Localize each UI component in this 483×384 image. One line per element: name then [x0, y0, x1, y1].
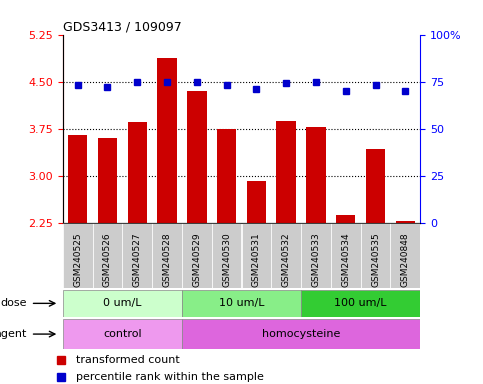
Bar	[366, 149, 385, 223]
Bar	[217, 129, 236, 223]
Bar	[396, 222, 415, 223]
Bar	[63, 290, 182, 317]
Bar	[182, 290, 301, 317]
Bar	[182, 223, 212, 288]
Bar	[336, 215, 355, 223]
Bar	[271, 223, 301, 288]
Text: GSM240532: GSM240532	[282, 233, 291, 287]
Bar	[182, 319, 420, 349]
Bar	[63, 319, 182, 349]
Text: homocysteine: homocysteine	[262, 329, 340, 339]
Text: 100 um/L: 100 um/L	[334, 298, 387, 308]
Bar	[68, 135, 87, 223]
Bar	[301, 223, 331, 288]
Bar	[331, 223, 361, 288]
Bar	[361, 223, 390, 288]
Bar	[128, 122, 147, 223]
Bar	[301, 290, 420, 317]
Text: GSM240531: GSM240531	[252, 233, 261, 287]
Text: GSM240527: GSM240527	[133, 233, 142, 287]
Bar	[122, 223, 152, 288]
Text: GSM240526: GSM240526	[103, 233, 112, 287]
Text: agent: agent	[0, 329, 27, 339]
Text: GSM240848: GSM240848	[401, 233, 410, 287]
Text: GSM240534: GSM240534	[341, 233, 350, 287]
Bar	[98, 138, 117, 223]
Bar	[63, 223, 93, 288]
Text: GSM240533: GSM240533	[312, 233, 320, 287]
Bar	[93, 223, 122, 288]
Bar	[242, 223, 271, 288]
Text: GDS3413 / 109097: GDS3413 / 109097	[63, 20, 182, 33]
Bar	[187, 91, 207, 223]
Text: GSM240529: GSM240529	[192, 233, 201, 287]
Text: GSM240528: GSM240528	[163, 233, 171, 287]
Text: GSM240525: GSM240525	[73, 233, 82, 287]
Text: GSM240530: GSM240530	[222, 233, 231, 287]
Text: control: control	[103, 329, 142, 339]
Text: dose: dose	[0, 298, 27, 308]
Bar	[390, 223, 420, 288]
Text: 10 um/L: 10 um/L	[219, 298, 264, 308]
Bar	[276, 121, 296, 223]
Bar	[152, 223, 182, 288]
Bar	[157, 58, 177, 223]
Bar	[247, 181, 266, 223]
Text: transformed count: transformed count	[76, 355, 180, 365]
Bar	[306, 127, 326, 223]
Bar	[212, 223, 242, 288]
Text: GSM240535: GSM240535	[371, 233, 380, 287]
Text: 0 um/L: 0 um/L	[103, 298, 142, 308]
Text: percentile rank within the sample: percentile rank within the sample	[76, 372, 264, 382]
